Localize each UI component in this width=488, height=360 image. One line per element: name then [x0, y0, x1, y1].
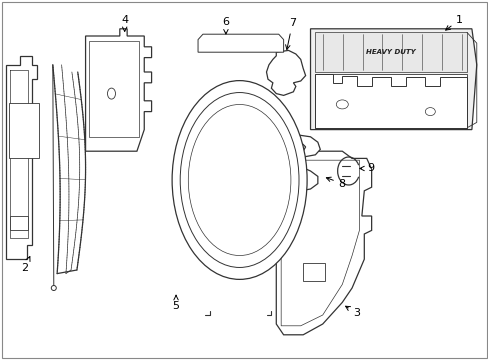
Text: 9: 9	[359, 163, 373, 174]
Ellipse shape	[425, 108, 434, 116]
Polygon shape	[315, 74, 466, 128]
Text: HEAVY DUTY: HEAVY DUTY	[366, 49, 415, 55]
Bar	[9, 103, 39, 158]
Ellipse shape	[51, 285, 56, 291]
Polygon shape	[315, 74, 466, 128]
Polygon shape	[287, 135, 320, 191]
Polygon shape	[276, 151, 371, 335]
Text: 1: 1	[445, 15, 462, 30]
Ellipse shape	[336, 100, 347, 109]
Text: 2: 2	[21, 257, 30, 273]
Text: 3: 3	[345, 306, 360, 318]
Polygon shape	[315, 32, 466, 72]
Text: 8: 8	[325, 177, 345, 189]
Polygon shape	[85, 29, 151, 151]
Text: 6: 6	[222, 17, 229, 34]
Polygon shape	[310, 29, 476, 130]
Polygon shape	[89, 41, 139, 137]
Text: 5: 5	[172, 295, 179, 311]
Ellipse shape	[172, 81, 306, 279]
Polygon shape	[266, 50, 305, 95]
Ellipse shape	[188, 104, 290, 256]
Polygon shape	[198, 34, 283, 52]
Text: 7: 7	[285, 18, 295, 49]
Text: 4: 4	[121, 15, 128, 31]
Ellipse shape	[107, 88, 115, 99]
Ellipse shape	[180, 93, 298, 267]
Bar	[10, 216, 28, 230]
Polygon shape	[6, 56, 37, 259]
Bar	[303, 263, 325, 281]
